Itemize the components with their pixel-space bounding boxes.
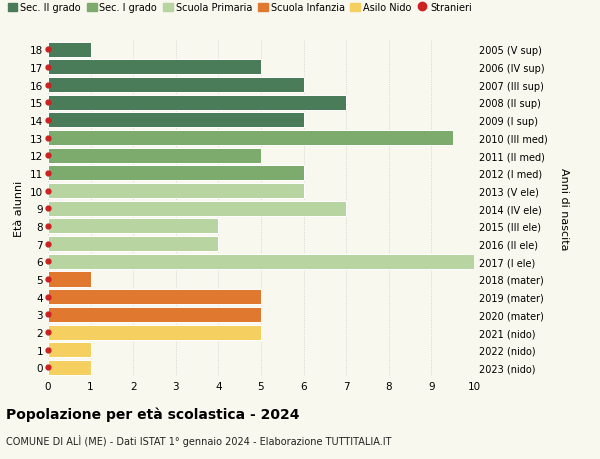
Bar <box>48 307 261 322</box>
Legend: Sec. II grado, Sec. I grado, Scuola Primaria, Scuola Infanzia, Asilo Nido, Stran: Sec. II grado, Sec. I grado, Scuola Prim… <box>4 0 476 17</box>
Bar <box>48 290 261 304</box>
Text: COMUNE DI ALÌ (ME) - Dati ISTAT 1° gennaio 2024 - Elaborazione TUTTITALIA.IT: COMUNE DI ALÌ (ME) - Dati ISTAT 1° genna… <box>6 434 392 446</box>
Bar <box>48 60 261 75</box>
Bar <box>48 254 496 269</box>
Bar <box>48 131 453 146</box>
Bar <box>48 219 218 234</box>
Bar <box>48 342 91 358</box>
Bar <box>48 325 261 340</box>
Bar <box>48 272 91 287</box>
Bar <box>48 360 91 375</box>
Bar <box>48 148 261 163</box>
Bar <box>48 113 304 128</box>
Bar <box>48 184 304 199</box>
Text: Popolazione per età scolastica - 2024: Popolazione per età scolastica - 2024 <box>6 406 299 421</box>
Bar <box>48 237 218 252</box>
Y-axis label: Età alunni: Età alunni <box>14 181 25 237</box>
Bar <box>48 202 346 216</box>
Y-axis label: Anni di nascita: Anni di nascita <box>559 168 569 250</box>
Bar <box>48 78 304 93</box>
Bar <box>48 95 346 111</box>
Bar <box>48 43 91 58</box>
Bar <box>48 166 304 181</box>
